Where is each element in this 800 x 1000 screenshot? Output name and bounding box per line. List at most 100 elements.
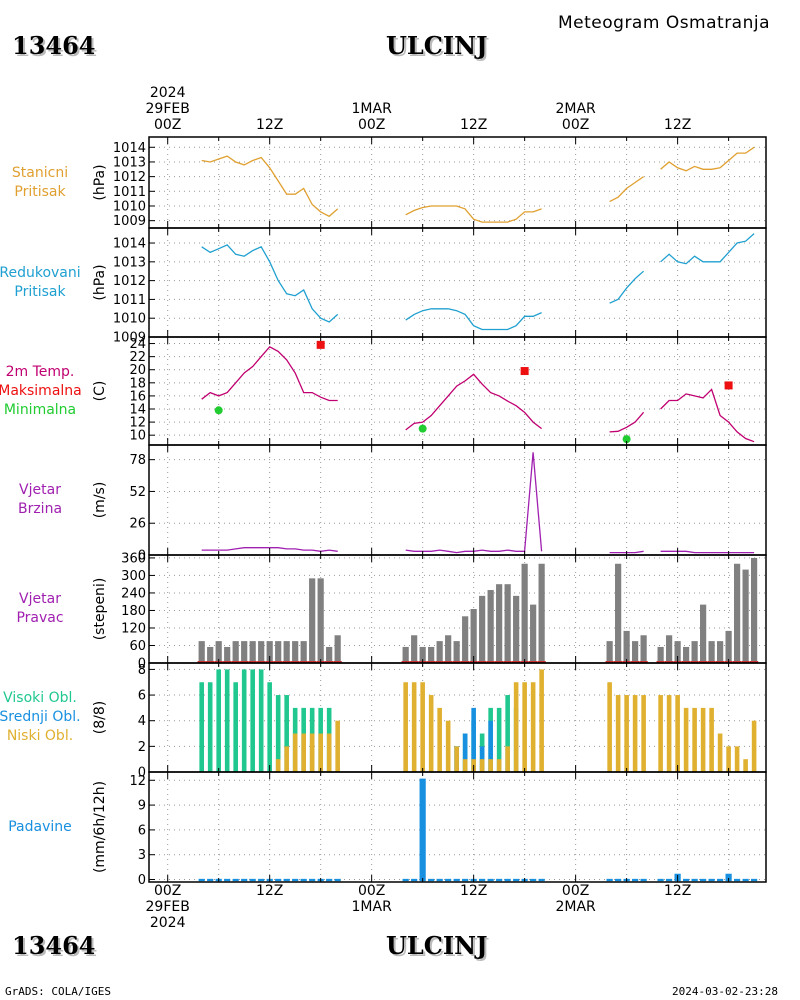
panel-frame: [148, 136, 767, 229]
y-tick-label: 360: [121, 551, 146, 566]
tmin-marker: [418, 424, 427, 433]
series-line-segment: [201, 345, 338, 402]
precip-bar: [615, 878, 622, 882]
cloud-bar-niski-obl: [726, 746, 731, 772]
wind-direction-bar: [419, 646, 426, 663]
time-tick-line: 00Z: [561, 117, 590, 133]
panel-reduced-pressure: 1009 1010 1011 1012 1013 1014 (hPa): [92, 227, 767, 346]
y-tick-label: 1014: [113, 237, 146, 252]
wind-direction-bar: [742, 569, 749, 663]
panel-wind-speed: 0 26 52 78 (m/s): [92, 444, 767, 564]
cloud-bar-niski-obl: [496, 759, 502, 772]
time-tick-line: 29FEB: [145, 101, 190, 117]
y-tick-label: 1009: [113, 214, 146, 229]
y-tick-label: 60: [129, 639, 146, 654]
y-tick-label: 22: [129, 350, 146, 365]
wind-direction-bar: [487, 590, 494, 663]
footer-left: GrADS: COLA/IGES: [5, 985, 111, 998]
panel-label-line: Brzina: [17, 501, 63, 517]
cloud-bar-visoki-obl: [199, 682, 204, 772]
wind-direction-bar: [751, 557, 758, 663]
wind-direction-bar: [402, 646, 409, 663]
wind-direction-bar: [258, 641, 265, 663]
wind-direction-bar: [691, 641, 698, 663]
cloud-bar-niski-obl: [530, 682, 536, 772]
precip-bar: [530, 878, 537, 882]
y-axis-label: (hPa): [92, 164, 108, 200]
cloud-bar-niski-obl: [709, 707, 714, 772]
time-tick-label: 12Z: [638, 883, 718, 899]
cloud-bar-niski-obl: [607, 682, 612, 772]
wind-direction-bar: [309, 578, 316, 663]
time-tick-line: 29FEB: [145, 899, 190, 915]
cloud-bar-niski-obl: [445, 720, 451, 772]
precip-bar: [691, 878, 698, 882]
panel-wind-direction: 0 60 120 180 240 300 360 (stepeni): [92, 551, 767, 672]
wind-direction-bar: [428, 646, 435, 663]
panel-label-clouds: Visoki Obl. Srednji Obl. Niski Obl.: [0, 689, 90, 746]
precip-bar: [419, 778, 426, 882]
y-tick-label: 180: [121, 604, 146, 619]
cloud-bar-niski-obl: [700, 707, 706, 772]
y-tick-label: 1010: [113, 199, 146, 214]
y-tick-label: 2: [138, 740, 146, 755]
precip-bar: [717, 878, 724, 882]
cloud-bar-visoki-obl: [258, 669, 264, 772]
y-tick-label: 9: [138, 799, 146, 814]
cloud-bar-srednji-obl: [471, 707, 476, 772]
wind-direction-bar: [300, 641, 307, 663]
cloud-bar-visoki-obl: [496, 707, 502, 772]
panel-label-line: Padavine: [8, 818, 72, 835]
y-tick-label: 1011: [113, 185, 146, 200]
precip-bar: [275, 878, 282, 882]
cloud-bar-niski-obl: [658, 695, 663, 772]
precip-bar: [632, 878, 639, 882]
time-tick-line: 00Z: [153, 117, 182, 133]
cloud-bar-visoki-obl: [216, 669, 221, 772]
wind-direction-bar: [725, 630, 732, 663]
precip-bar: [666, 878, 673, 882]
cloud-bar-visoki-obl: [233, 682, 238, 772]
wind-direction-bar: [708, 641, 715, 663]
cloud-bar-niski-obl: [717, 733, 723, 772]
y-tick-label: 52: [129, 485, 146, 500]
time-tick-label: 12Z: [638, 117, 718, 133]
cloud-bar-niski-obl: [666, 695, 672, 772]
city-name-top: ULCINJ: [386, 31, 488, 60]
cloud-bar-niski-obl: [675, 695, 680, 772]
wind-direction-bar: [232, 641, 239, 663]
cloud-bar-niski-obl: [539, 669, 544, 772]
wind-direction-bar: [666, 635, 673, 663]
precip-bar: [428, 878, 435, 882]
y-tick-label: 12: [129, 416, 146, 431]
y-tick-label: 1011: [113, 293, 146, 308]
panel-label-wind-speed: Vjetar Brzina: [0, 481, 90, 519]
time-tick-line: 12Z: [663, 117, 692, 133]
panel-label-line: Visoki Obl.: [3, 690, 77, 706]
time-tick-line: 2MAR: [555, 101, 596, 117]
y-tick-label: 6: [138, 823, 146, 838]
precip-bar: [224, 878, 231, 882]
wind-direction-bar: [623, 630, 630, 663]
wind-direction-bar: [317, 578, 324, 663]
y-tick-label: 6: [138, 689, 146, 704]
cloud-bar-niski-obl: [335, 720, 340, 772]
wind-direction-bar: [445, 635, 452, 663]
precip-bar: [504, 878, 511, 882]
tmax-marker: [520, 367, 529, 376]
tmin-marker: [622, 435, 631, 444]
precip-bar: [640, 878, 647, 882]
y-tick-label: 24: [129, 337, 146, 352]
cloud-bar-niski-obl: [301, 733, 306, 772]
wind-direction-bar: [198, 641, 205, 663]
precip-bar: [538, 878, 545, 882]
y-tick-label: 4: [138, 714, 146, 729]
y-axis-label: (m/s): [92, 482, 108, 519]
cloud-bar-niski-obl: [462, 759, 468, 772]
cloud-bar-niski-obl: [454, 746, 459, 772]
cloud-bar-visoki-obl: [275, 695, 281, 772]
y-tick-label: 20: [129, 363, 146, 378]
y-tick-label: 1012: [113, 170, 146, 185]
wind-direction-bar: [224, 646, 231, 663]
wind-direction-bar: [538, 563, 545, 663]
